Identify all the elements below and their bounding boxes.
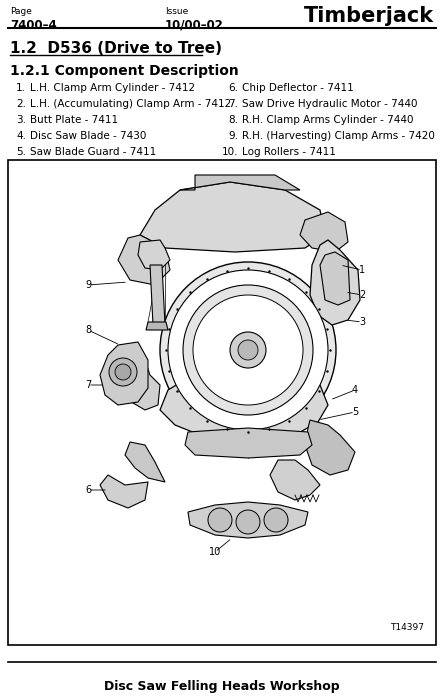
Text: T14397: T14397 [390,623,424,632]
Circle shape [193,295,303,405]
Text: Saw Blade Guard - 7411: Saw Blade Guard - 7411 [30,147,156,157]
Text: 9: 9 [85,280,91,290]
Polygon shape [300,212,348,252]
Polygon shape [185,428,312,458]
Polygon shape [146,322,168,330]
Text: R.H. Clamp Arms Cylinder - 7440: R.H. Clamp Arms Cylinder - 7440 [242,115,413,125]
Polygon shape [270,460,320,500]
Text: 10/00–02: 10/00–02 [165,19,224,32]
Text: L.H. (Accumulating) Clamp Arm - 7412: L.H. (Accumulating) Clamp Arm - 7412 [30,99,231,109]
Text: 10.: 10. [222,147,238,157]
Text: Timberjack: Timberjack [304,6,434,26]
Circle shape [236,510,260,534]
Polygon shape [140,182,325,252]
Polygon shape [150,265,165,325]
Text: 5: 5 [352,407,358,417]
Text: 1.2  D536 (Drive to Tree): 1.2 D536 (Drive to Tree) [10,41,222,56]
Polygon shape [180,175,300,190]
Text: Saw Drive Hydraulic Motor - 7440: Saw Drive Hydraulic Motor - 7440 [242,99,417,109]
Polygon shape [305,420,355,475]
Text: 1.2.1 Component Description: 1.2.1 Component Description [10,64,239,78]
Text: 10: 10 [209,547,221,557]
Text: 2.: 2. [16,99,26,109]
Circle shape [109,358,137,386]
Text: 7: 7 [85,380,91,390]
Text: 8.: 8. [228,115,238,125]
Polygon shape [120,345,160,410]
Text: 9.: 9. [228,131,238,141]
Text: R.H. (Harvesting) Clamp Arms - 7420: R.H. (Harvesting) Clamp Arms - 7420 [242,131,435,141]
Circle shape [264,508,288,532]
Circle shape [183,285,313,415]
Text: 6: 6 [85,485,91,495]
Circle shape [230,332,266,368]
Text: Disc Saw Felling Heads Workshop: Disc Saw Felling Heads Workshop [104,680,340,693]
Text: Page: Page [10,7,32,16]
Circle shape [168,270,328,430]
Polygon shape [138,240,170,270]
Text: 4: 4 [352,385,358,395]
Circle shape [115,364,131,380]
Text: 4.: 4. [16,131,26,141]
Polygon shape [125,442,165,482]
Text: Butt Plate - 7411: Butt Plate - 7411 [30,115,118,125]
Circle shape [208,508,232,532]
Text: 6.: 6. [228,83,238,93]
Polygon shape [100,475,148,508]
Polygon shape [320,252,350,305]
Circle shape [160,262,336,438]
Text: 7.: 7. [228,99,238,109]
Text: L.H. Clamp Arm Cylinder - 7412: L.H. Clamp Arm Cylinder - 7412 [30,83,195,93]
Text: 7400–4: 7400–4 [10,19,57,32]
Text: 1.: 1. [16,83,26,93]
Text: 1: 1 [359,265,365,275]
Polygon shape [160,368,328,438]
Text: Issue: Issue [165,7,188,16]
Polygon shape [188,502,308,538]
Text: 3.: 3. [16,115,26,125]
Text: 2: 2 [359,290,365,300]
Text: Chip Deflector - 7411: Chip Deflector - 7411 [242,83,354,93]
Circle shape [238,340,258,360]
Polygon shape [118,235,170,285]
Polygon shape [100,342,148,405]
Text: Log Rollers - 7411: Log Rollers - 7411 [242,147,336,157]
Bar [8,160,436,645]
Text: 5.: 5. [16,147,26,157]
Text: 8: 8 [85,325,91,335]
Text: Disc Saw Blade - 7430: Disc Saw Blade - 7430 [30,131,147,141]
Polygon shape [310,240,360,325]
Text: 3: 3 [359,317,365,327]
